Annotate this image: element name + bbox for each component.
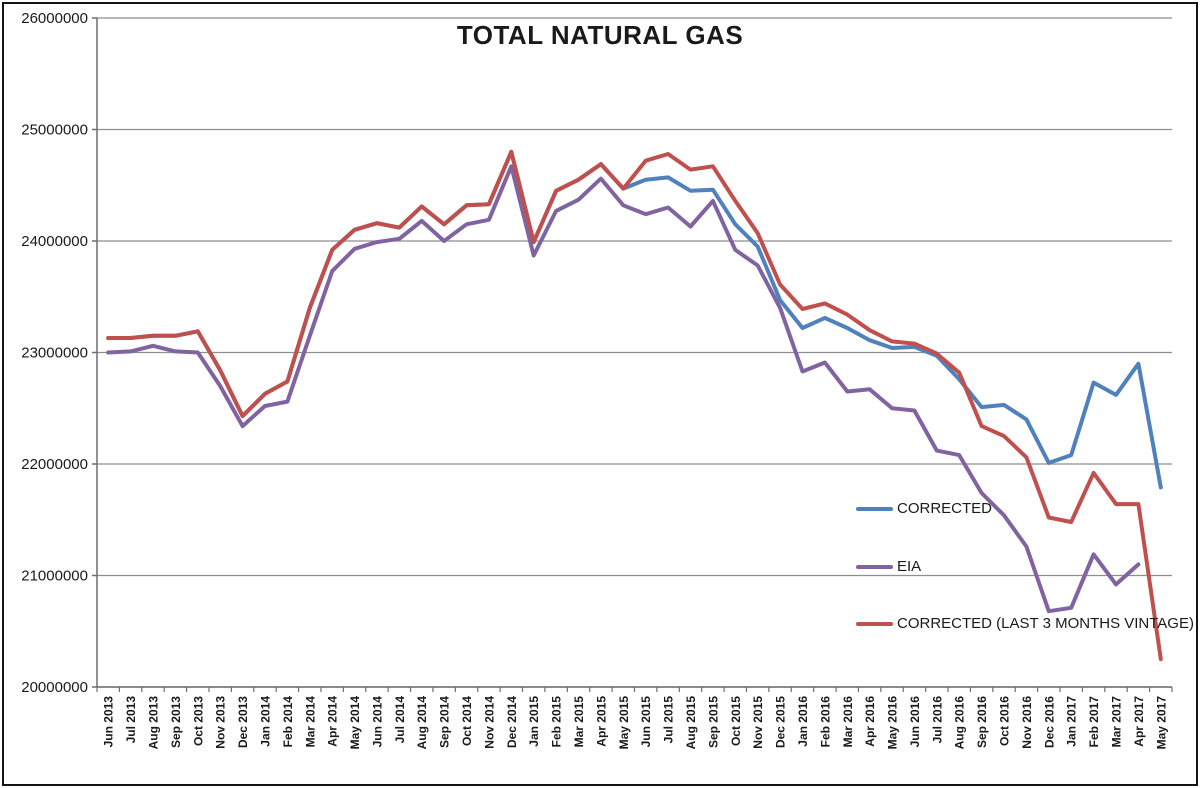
- x-axis-label: Nov 2013: [214, 696, 228, 749]
- x-axis-label: Apr 2017: [1132, 696, 1146, 747]
- x-axis-label: Sep 2013: [169, 696, 183, 748]
- x-axis-label: Dec 2016: [1042, 696, 1056, 748]
- y-axis-label: 23000000: [21, 345, 88, 362]
- x-axis-label: Jun 2014: [370, 696, 384, 748]
- x-axis-label: Nov 2016: [1020, 696, 1034, 749]
- corrected-line-swatch-icon: [856, 506, 893, 511]
- eia-line-swatch-icon: [856, 564, 893, 569]
- x-axis-label: Nov 2014: [482, 696, 496, 749]
- x-axis-label: Feb 2016: [818, 696, 832, 748]
- legend-item-corrected: CORRECTED: [856, 500, 992, 517]
- x-axis-label: Feb 2017: [1087, 696, 1101, 748]
- legend-label-eia: EIA: [897, 558, 922, 575]
- x-axis-label: Dec 2013: [236, 696, 250, 748]
- y-axis-label: 24000000: [21, 233, 88, 250]
- x-axis-label: Mar 2016: [841, 696, 855, 748]
- x-axis-label: May 2014: [348, 696, 362, 750]
- x-axis-label: Jun 2013: [102, 696, 116, 748]
- x-axis-label: Feb 2014: [281, 696, 295, 748]
- x-axis-label: Apr 2014: [326, 696, 340, 747]
- x-axis-label: Mar 2014: [303, 696, 317, 748]
- legend-item-eia: EIA: [856, 558, 921, 575]
- x-axis-label: Oct 2016: [998, 696, 1012, 746]
- y-axis-label: 22000000: [21, 456, 88, 473]
- x-axis-label: Apr 2016: [863, 696, 877, 747]
- x-axis-label: May 2015: [617, 696, 631, 750]
- legend-item-corrected-vintage: CORRECTED (LAST 3 MONTHS VINTAGE): [856, 615, 1194, 632]
- y-axis-label: 26000000: [21, 10, 88, 27]
- x-axis-label: Nov 2015: [751, 696, 765, 749]
- series-line-2: [106, 149, 1163, 662]
- x-axis-label: Dec 2014: [505, 696, 519, 748]
- x-axis-label: Sep 2014: [438, 696, 452, 748]
- x-axis-label: Aug 2016: [953, 696, 967, 750]
- x-axis-label: Dec 2015: [774, 696, 788, 748]
- x-axis-label: Jan 2017: [1065, 696, 1079, 747]
- x-axis-label: Jul 2014: [393, 696, 407, 744]
- x-axis-label: Mar 2017: [1110, 696, 1124, 748]
- x-axis-label: Apr 2015: [594, 696, 608, 747]
- x-axis-label: Aug 2013: [146, 696, 160, 750]
- x-axis-label: Feb 2015: [550, 696, 564, 748]
- x-axis-label: Jun 2015: [639, 696, 653, 748]
- x-axis-label: Jul 2015: [662, 696, 676, 744]
- series-line-1: [106, 164, 1141, 614]
- x-axis-label: Jan 2014: [258, 696, 272, 747]
- x-axis-label: Jun 2016: [908, 696, 922, 748]
- x-axis-label: Mar 2015: [572, 696, 586, 748]
- legend-label-corrected-vintage: CORRECTED (LAST 3 MONTHS VINTAGE): [897, 615, 1194, 632]
- x-axis-label: May 2016: [886, 696, 900, 750]
- y-axis-label: 21000000: [21, 568, 88, 585]
- x-axis-label: Aug 2014: [415, 696, 429, 750]
- x-axis-label: May 2017: [1154, 696, 1168, 750]
- y-axis-label: 25000000: [21, 122, 88, 139]
- x-axis-label: Sep 2016: [975, 696, 989, 748]
- y-axis-label: 20000000: [21, 679, 88, 696]
- x-axis-label: Jan 2016: [796, 696, 810, 747]
- legend-label-corrected: CORRECTED: [897, 500, 993, 517]
- chart-title: TOTAL NATURAL GAS: [456, 20, 744, 50]
- x-axis-label: Oct 2014: [460, 696, 474, 746]
- x-axis-label: Jul 2013: [124, 696, 138, 744]
- x-axis-label: Jan 2015: [527, 696, 541, 747]
- corrected-vintage-line-swatch-icon: [856, 621, 893, 626]
- x-axis-label: Oct 2015: [729, 696, 743, 746]
- x-axis-label: Sep 2015: [706, 696, 720, 748]
- x-axis-label: Aug 2015: [684, 696, 698, 750]
- x-axis-label: Oct 2013: [191, 696, 205, 746]
- x-axis-label: Jul 2016: [930, 696, 944, 744]
